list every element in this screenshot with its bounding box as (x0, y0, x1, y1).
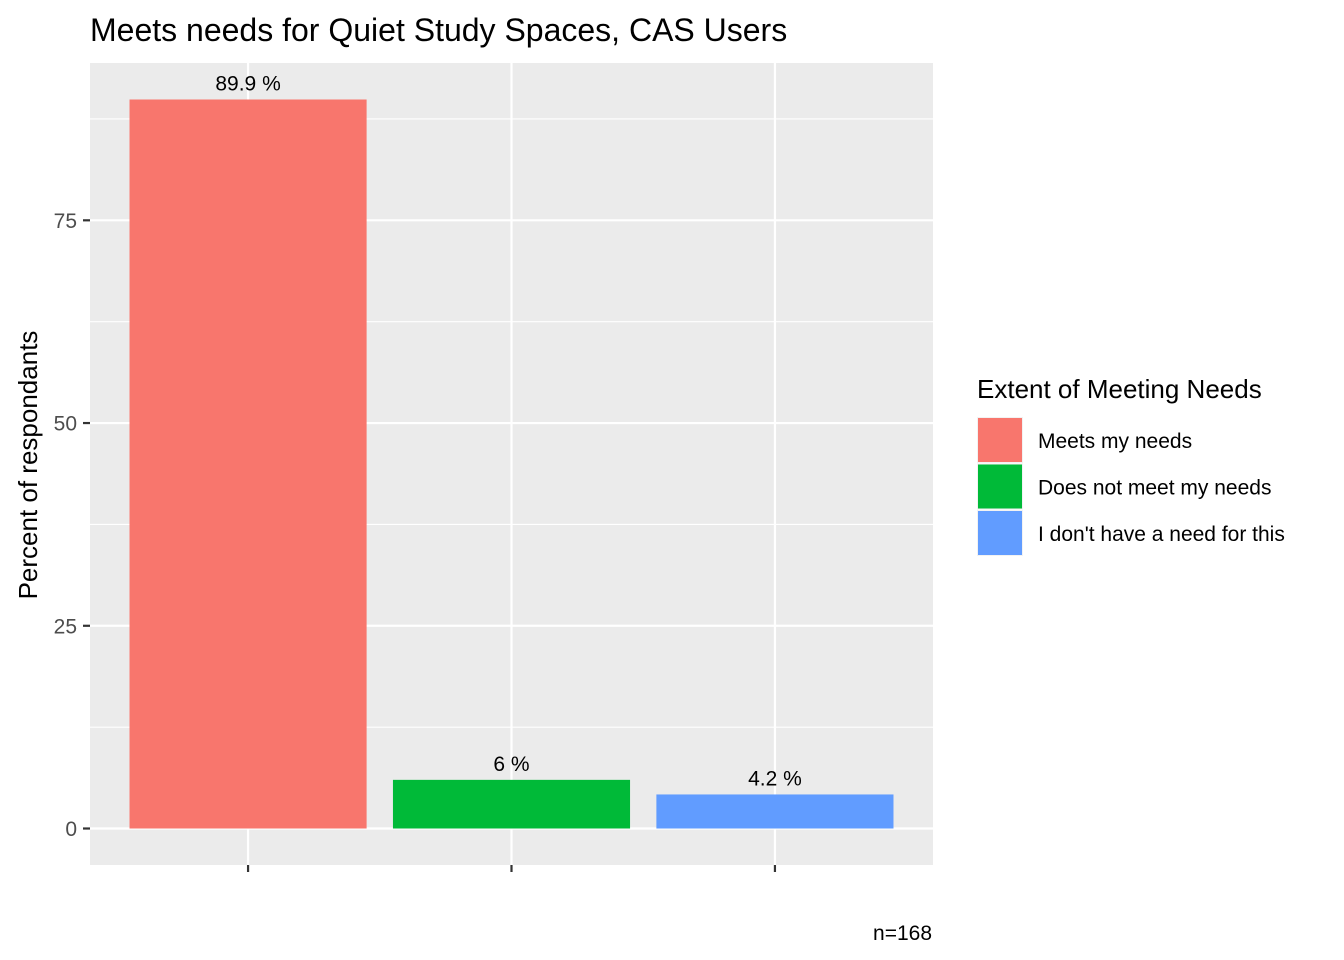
chart-title: Meets needs for Quiet Study Spaces, CAS … (90, 12, 787, 48)
bar (392, 779, 631, 829)
y-tick-label: 0 (65, 818, 77, 841)
data-label: 4.2 % (748, 767, 802, 790)
y-axis-title: Percent of respondants (13, 331, 43, 600)
legend-swatch (978, 464, 1022, 509)
y-tick-label: 25 (54, 615, 77, 638)
data-label: 6 % (493, 753, 529, 776)
y-axis: 0 25 50 75 (54, 210, 90, 841)
y-tick-label: 50 (54, 413, 77, 436)
data-label: 89.9 % (215, 72, 280, 95)
data-labels: 89.9 % 6 % 4.2 % (215, 72, 801, 790)
bars (129, 99, 894, 829)
legend-label: I don't have a need for this (1038, 523, 1285, 546)
legend-swatch (978, 418, 1022, 462)
y-tick-label: 75 (54, 210, 77, 233)
legend-title: Extent of Meeting Needs (977, 374, 1262, 404)
legend: Extent of Meeting Needs Meets my needs Do… (977, 374, 1285, 556)
sample-size-caption: n=168 (873, 922, 932, 945)
bar (656, 794, 894, 829)
legend-label: Does not meet my needs (1038, 477, 1271, 500)
legend-label: Meets my needs (1038, 430, 1192, 453)
x-axis (246, 865, 777, 872)
legend-swatch (978, 511, 1022, 555)
bar (129, 99, 367, 829)
